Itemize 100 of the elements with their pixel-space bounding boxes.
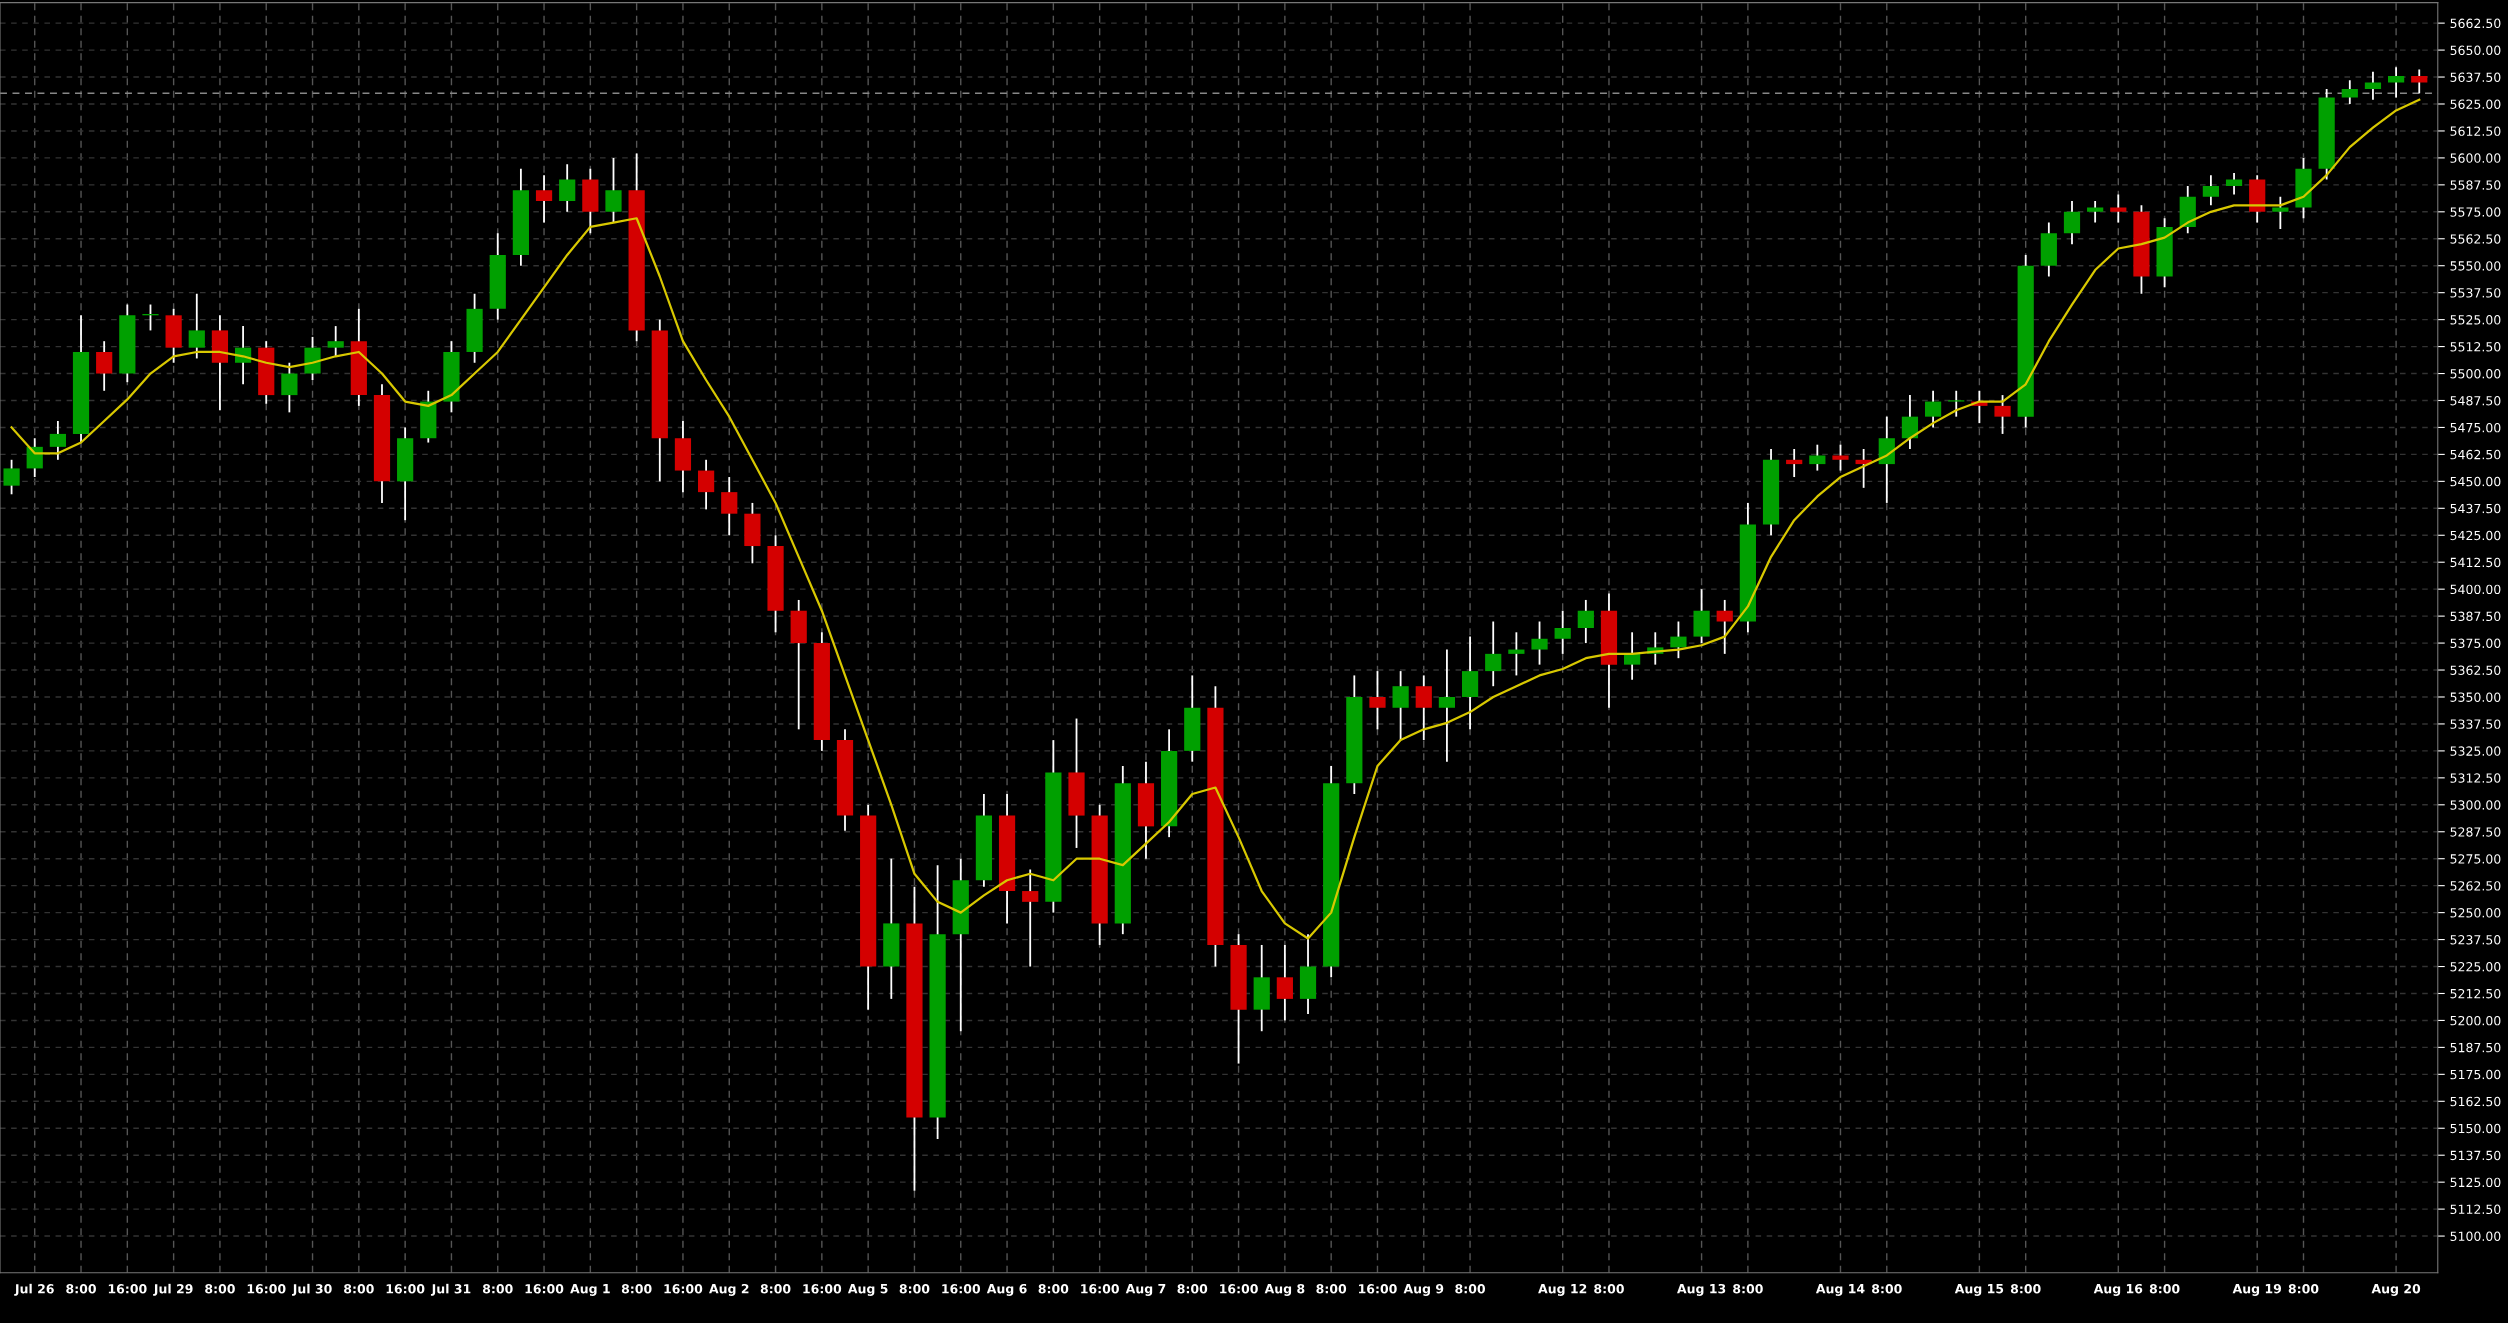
candlestick (1809, 443, 1826, 472)
candlestick (281, 361, 298, 414)
y-tick-label: 5225.00 (2450, 962, 2501, 972)
y-tick-label: 5187.50 (2450, 1042, 2501, 1053)
candlestick (2087, 200, 2104, 224)
y-tick-label: 5437.50 (2450, 503, 2501, 514)
candlestick (1670, 620, 1687, 660)
x-tick-label: 16:00 (1358, 1284, 1397, 1294)
x-tick-label: 8:00 (344, 1284, 374, 1294)
candlestick (1554, 609, 1571, 655)
x-tick-label: 8:00 (1872, 1284, 1902, 1294)
y-tick-label: 5600.00 (2450, 153, 2501, 163)
candlestick (2202, 174, 2219, 207)
y-tick-label: 5200.00 (2450, 1015, 2501, 1026)
x-tick-label: 8:00 (899, 1284, 930, 1294)
candlestick (2225, 172, 2243, 196)
y-tick-label: 5487.50 (2450, 395, 2501, 406)
candlestick (1508, 631, 1525, 677)
candlestick (1624, 631, 1641, 681)
x-tick-label: 16:00 (942, 1284, 981, 1294)
x-tick-label: Aug 1 (570, 1284, 610, 1296)
candlestick (2063, 200, 2081, 246)
x-tick-label: Aug 9 (1403, 1283, 1444, 1296)
candlestick (698, 458, 715, 511)
candlestick (2341, 79, 2358, 105)
x-tick-label: 16:00 (664, 1284, 703, 1294)
x-tick-label: 8:00 (1594, 1284, 1624, 1294)
x-tick-label: Aug 6 (986, 1283, 1027, 1296)
y-tick-label: 5637.50 (2450, 72, 2501, 82)
y-tick-label: 5212.50 (2450, 988, 2501, 999)
x-tick-label: Aug 2 (709, 1283, 749, 1296)
y-tick-label: 5112.50 (2450, 1204, 2501, 1215)
candlestick (2411, 68, 2428, 95)
y-tick-label: 5175.00 (2450, 1069, 2501, 1080)
candlestick (2364, 70, 2382, 101)
x-tick-label: Aug 13 (1677, 1283, 1726, 1296)
y-tick-label: 5237.50 (2450, 935, 2501, 945)
y-tick-label: 5100.00 (2450, 1231, 2501, 1241)
candlestick (1716, 599, 1733, 655)
y-tick-label: 5387.50 (2450, 611, 2501, 622)
x-tick-label: 16:00 (1220, 1284, 1258, 1294)
candlestick (1832, 443, 1849, 472)
candlestick (3, 458, 20, 496)
y-tick-label: 5400.00 (2450, 584, 2501, 595)
y-tick-label: 5325.00 (2450, 746, 2501, 756)
candlestick (1994, 394, 2011, 435)
y-tick-label: 5162.50 (2450, 1096, 2501, 1107)
x-tick-label: 8:00 (1316, 1284, 1347, 1294)
x-tick-label: Aug 7 (1125, 1284, 1166, 1296)
y-tick-label: 5512.50 (2450, 342, 2501, 352)
candlestick (1901, 394, 1919, 450)
candlestick (1531, 620, 1548, 666)
x-tick-label: Aug 5 (847, 1284, 888, 1296)
x-tick-label: 16:00 (386, 1284, 425, 1294)
candlestick (1369, 670, 1386, 731)
x-tick-label: 16:00 (803, 1284, 842, 1294)
y-tick-label: 5525.00 (2450, 315, 2501, 325)
x-tick-label: 16:00 (108, 1284, 147, 1294)
x-tick-label: 8:00 (2288, 1284, 2319, 1294)
y-tick-label: 5537.50 (2450, 288, 2501, 298)
y-tick-label: 5450.00 (2450, 476, 2501, 487)
x-tick-label: 8:00 (482, 1284, 513, 1294)
x-tick-label: Jul 31 (430, 1283, 471, 1296)
y-tick-label: 5650.00 (2450, 45, 2501, 56)
x-tick-label: Jul 30 (292, 1283, 332, 1296)
y-tick-label: 5125.00 (2450, 1177, 2501, 1188)
candlestick (49, 420, 66, 461)
candlestick (605, 156, 622, 224)
y-tick-label: 5312.50 (2450, 773, 2501, 783)
y-tick-label: 5137.50 (2450, 1150, 2501, 1161)
x-tick-label: Aug 16 (2093, 1283, 2143, 1296)
y-tick-label: 5662.50 (2450, 18, 2501, 29)
candlestick (1577, 599, 1594, 644)
x-tick-label: Aug 19 (2232, 1283, 2282, 1296)
x-tick-label: 8:00 (760, 1284, 791, 1294)
candlestick (1276, 944, 1293, 1022)
y-tick-label: 5550.00 (2450, 261, 2501, 271)
x-tick-label: Aug 12 (1538, 1283, 1587, 1296)
candlestick (1438, 648, 1456, 763)
x-tick-label: 16:00 (525, 1284, 564, 1294)
y-tick-label: 5262.50 (2450, 881, 2501, 891)
y-tick-label: 5287.50 (2450, 827, 2501, 837)
x-tick-label: 8:00 (66, 1284, 96, 1294)
x-tick-label: Aug 20 (2371, 1283, 2421, 1296)
x-tick-label: 8:00 (2149, 1284, 2180, 1294)
candlestick (1392, 670, 1409, 742)
candlestick (1485, 620, 1502, 688)
y-tick-label: 5250.00 (2450, 908, 2501, 918)
y-tick-label: 5375.00 (2450, 638, 2501, 648)
y-tick-label: 5350.00 (2450, 692, 2501, 702)
y-tick-label: 5462.50 (2450, 449, 2501, 460)
y-tick-label: 5587.50 (2450, 180, 2501, 190)
candlestick (721, 476, 738, 537)
candlestick (1924, 389, 1942, 429)
x-tick-label: Aug 15 (1954, 1284, 2004, 1296)
line-series (10, 98, 2421, 940)
y-tick-label: 5562.50 (2450, 234, 2501, 244)
y-tick-label: 5625.00 (2450, 99, 2501, 109)
y-tick-label: 5150.00 (2450, 1123, 2501, 1134)
candlestick (2388, 66, 2405, 99)
